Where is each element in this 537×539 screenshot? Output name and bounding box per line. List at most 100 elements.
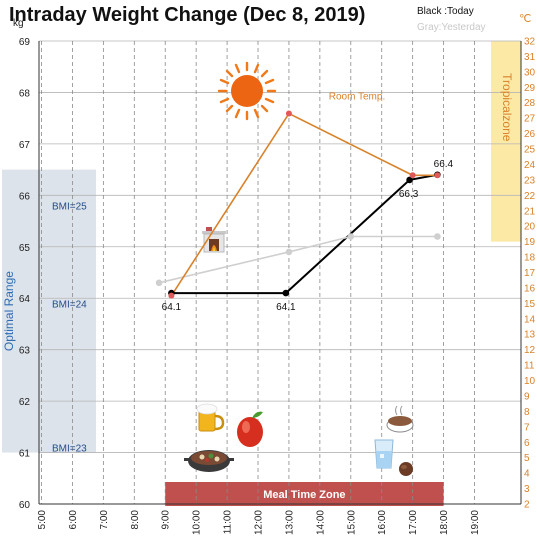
y2-tick-label: 8 (524, 407, 530, 418)
tropical-zone-label: Tropicalzone (500, 73, 514, 142)
beer-icon (196, 403, 225, 432)
soup-bowl-icon (386, 405, 414, 433)
x-tick-label: 7:00 (99, 510, 110, 530)
data-point-room-temp (168, 292, 175, 299)
data-point-yesterday (434, 233, 441, 240)
y2-tick-label: 7 (524, 422, 530, 433)
y2-tick-label: 13 (524, 330, 536, 341)
y2-tick-label: 15 (524, 299, 536, 310)
x-tick-label: 13:00 (284, 510, 295, 535)
y2-tick-label: 29 (524, 83, 536, 94)
tick-labels: 6061626364656667686923456789101112131415… (19, 37, 536, 536)
x-tick-label: 11:00 (223, 510, 234, 535)
y2-tick-label: 26 (524, 129, 536, 140)
apple-icon (237, 411, 263, 447)
x-tick-label: 14:00 (315, 510, 326, 535)
x-tick-label: 10:00 (192, 510, 203, 535)
data-point-today (282, 289, 290, 297)
data-point-today (406, 176, 413, 184)
data-point-room-temp (434, 172, 441, 179)
y2-tick-label: 11 (524, 361, 535, 372)
y2-tick-label: 10 (524, 376, 536, 387)
sun-icon (217, 61, 277, 121)
data-point-yesterday (347, 233, 355, 240)
bmi-label: BMI=25 (52, 202, 87, 213)
x-tick-label: 12:00 (254, 510, 265, 535)
optimal-range-label: Optimal Range (2, 271, 16, 351)
x-tick-label: 6:00 (68, 510, 79, 530)
y2-tick-label: 4 (524, 469, 530, 480)
hotpot-icon (184, 450, 234, 472)
series-line-room-temp (170, 112, 438, 297)
legend-today: Black :Today (417, 6, 474, 17)
data-label: 64.1 (162, 302, 182, 313)
y-tick-label: 65 (19, 243, 31, 254)
y2-tick-label: 19 (524, 237, 536, 248)
y2-axis-unit: ℃ (519, 13, 531, 25)
chocolate-icon (399, 462, 413, 476)
y2-tick-label: 32 (524, 37, 536, 48)
x-tick-label: 9:00 (161, 510, 172, 530)
meal-time-zone-label: Meal Time Zone (263, 489, 345, 501)
y2-tick-label: 25 (524, 145, 536, 156)
y2-tick-label: 30 (524, 67, 536, 78)
x-tick-label: 17:00 (408, 510, 419, 535)
y-tick-label: 64 (19, 294, 31, 305)
x-tick-label: 19:00 (470, 510, 481, 535)
optimal-range-band (2, 169, 96, 453)
legend-yesterday: Gray:Yesterday (417, 22, 486, 33)
room-temp-annotation: Room Temp. (329, 92, 386, 103)
data-label: 66.4 (434, 159, 454, 170)
chart-title: Intraday Weight Change (Dec 8, 2019) (9, 4, 365, 26)
y2-tick-label: 14 (524, 314, 536, 325)
series-layer (155, 110, 441, 299)
x-tick-label: 8:00 (130, 510, 141, 530)
meal-time-zone-band (165, 482, 444, 506)
y-tick-label: 63 (19, 346, 31, 357)
y2-tick-label: 24 (524, 160, 536, 171)
y2-tick-label: 16 (524, 283, 536, 294)
x-tick-label: 16:00 (377, 510, 388, 535)
tropical-zone-band (491, 41, 521, 242)
y-axis-unit: kg (13, 18, 24, 29)
y2-tick-label: 6 (524, 438, 530, 449)
y2-tick-label: 17 (524, 268, 536, 279)
y2-tick-label: 5 (524, 453, 530, 464)
y-tick-label: 69 (19, 37, 31, 48)
bmi-label: BMI=24 (52, 299, 87, 310)
y2-tick-label: 2 (524, 500, 530, 511)
y-tick-label: 68 (19, 88, 31, 99)
axes (38, 41, 522, 505)
x-tick-label: 5:00 (37, 510, 48, 530)
data-label: 66.3 (399, 189, 419, 200)
y2-tick-label: 22 (524, 191, 536, 202)
x-tick-label: 18:00 (439, 510, 450, 535)
bmi-label: BMI=23 (52, 443, 87, 454)
y2-tick-label: 20 (524, 222, 536, 233)
data-point-room-temp (409, 172, 416, 179)
annotation-layer: Meal Time Zone 64.1 64.1 66.3 66.4 Room Temp.… (2, 73, 514, 501)
y-tick-label: 62 (19, 397, 31, 408)
y2-tick-label: 18 (524, 253, 536, 264)
y2-tick-label: 21 (524, 206, 536, 217)
water-glass-icon (374, 439, 394, 469)
y2-tick-label: 23 (524, 175, 536, 186)
y-tick-label: 61 (19, 449, 31, 460)
series-line-yesterday (158, 235, 438, 284)
background-bands (2, 41, 521, 506)
y2-tick-label: 31 (524, 52, 536, 63)
data-point-yesterday (155, 279, 163, 287)
x-tick-label: 15:00 (346, 510, 357, 535)
data-point-room-temp (285, 110, 292, 117)
y2-tick-label: 3 (524, 484, 530, 495)
y-tick-label: 67 (19, 140, 31, 151)
y-tick-label: 66 (19, 191, 31, 202)
y2-tick-label: 27 (524, 114, 536, 125)
y-tick-label: 60 (19, 500, 31, 511)
y2-tick-label: 9 (524, 391, 530, 402)
data-point-yesterday (285, 248, 293, 256)
data-label: 64.1 (276, 302, 296, 313)
y2-tick-label: 28 (524, 98, 536, 109)
y2-tick-label: 12 (524, 345, 536, 356)
